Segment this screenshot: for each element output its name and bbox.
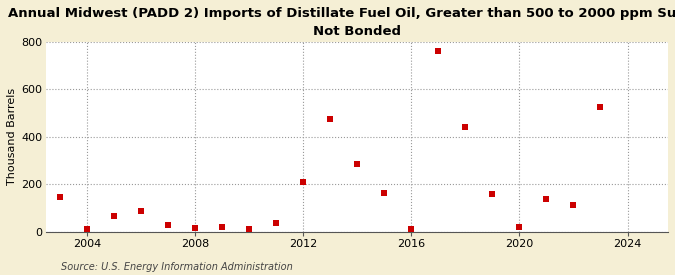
Point	[55, 195, 65, 200]
Point	[433, 49, 443, 54]
Point	[109, 214, 119, 219]
Title: Annual Midwest (PADD 2) Imports of Distillate Fuel Oil, Greater than 500 to 2000: Annual Midwest (PADD 2) Imports of Disti…	[8, 7, 675, 38]
Point	[244, 227, 254, 232]
Point	[217, 224, 227, 229]
Y-axis label: Thousand Barrels: Thousand Barrels	[7, 88, 17, 185]
Point	[352, 162, 362, 166]
Point	[325, 117, 335, 121]
Point	[136, 209, 146, 213]
Point	[514, 224, 524, 229]
Point	[298, 180, 308, 184]
Point	[82, 227, 92, 232]
Point	[487, 192, 497, 196]
Point	[595, 105, 606, 109]
Point	[541, 196, 552, 201]
Text: Source: U.S. Energy Information Administration: Source: U.S. Energy Information Administ…	[61, 262, 292, 272]
Point	[568, 203, 579, 207]
Point	[406, 227, 416, 231]
Point	[190, 226, 200, 230]
Point	[460, 125, 470, 130]
Point	[379, 191, 389, 196]
Point	[163, 223, 173, 227]
Point	[271, 221, 281, 225]
